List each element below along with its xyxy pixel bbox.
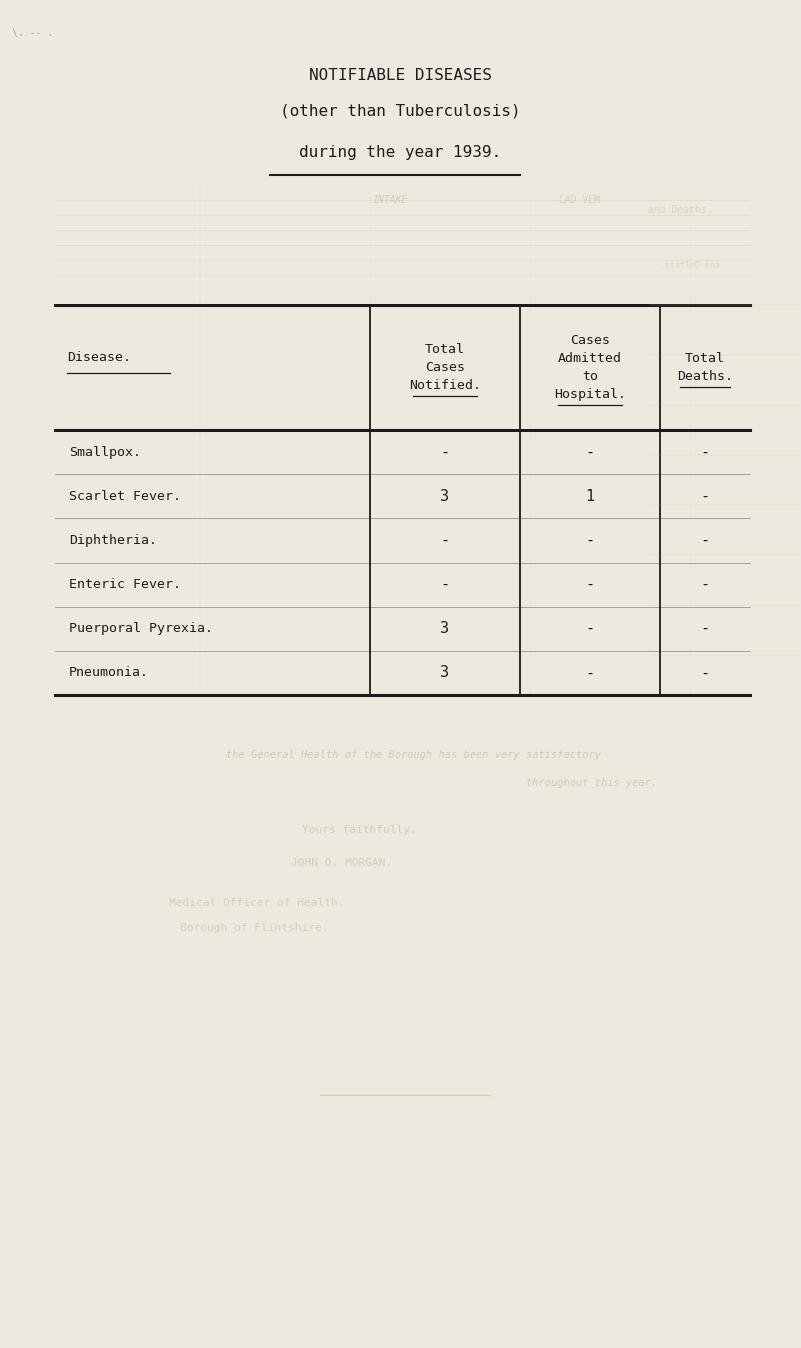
Text: during the year 1939.: during the year 1939. <box>300 146 501 160</box>
Text: -: - <box>586 621 594 636</box>
Text: (other than Tuberculosis): (other than Tuberculosis) <box>280 102 521 119</box>
Text: Borough of Flintshire.: Borough of Flintshire. <box>180 923 328 933</box>
Text: Enteric Fever.: Enteric Fever. <box>69 578 181 590</box>
Text: Puerporal Pyrexia.: Puerporal Pyrexia. <box>69 623 213 635</box>
Text: -: - <box>586 577 594 592</box>
Text: 1: 1 <box>586 489 594 504</box>
Text: -: - <box>700 577 710 592</box>
Text: -: - <box>700 445 710 460</box>
Text: Cases: Cases <box>425 361 465 373</box>
Text: Cases: Cases <box>570 334 610 346</box>
Text: -: - <box>586 532 594 547</box>
Text: Scarlet Fever.: Scarlet Fever. <box>69 489 181 503</box>
Text: -: - <box>586 445 594 460</box>
Text: 3: 3 <box>441 621 449 636</box>
Text: JOHN O. MORGAN.: JOHN O. MORGAN. <box>292 857 392 868</box>
Text: Notified.: Notified. <box>409 379 481 392</box>
Text: Disease.: Disease. <box>67 350 131 364</box>
Text: Diphtheria.: Diphtheria. <box>69 534 157 547</box>
Text: -: - <box>700 666 710 681</box>
Text: Total: Total <box>685 352 725 365</box>
Text: Smallpox.: Smallpox. <box>69 446 141 458</box>
Text: NOTIFIABLE DISEASES: NOTIFIABLE DISEASES <box>309 67 492 84</box>
Text: -: - <box>586 666 594 681</box>
Text: .etatleD bna: .etatleD bna <box>660 260 720 270</box>
Text: Hospital.: Hospital. <box>554 388 626 400</box>
Text: -: - <box>441 445 449 460</box>
Text: -: - <box>700 621 710 636</box>
Text: the General Health of the Borough has been very satisfactory: the General Health of the Borough has be… <box>226 749 601 760</box>
Text: -: - <box>441 577 449 592</box>
Text: Admitted: Admitted <box>558 352 622 365</box>
Text: to: to <box>582 369 598 383</box>
Text: Pneumonia.: Pneumonia. <box>69 666 149 679</box>
Text: -: - <box>700 532 710 547</box>
Text: -: - <box>441 532 449 547</box>
Text: -: - <box>700 489 710 504</box>
Text: Total: Total <box>425 342 465 356</box>
Text: Deaths.: Deaths. <box>677 369 733 383</box>
Text: Yours faithfully,: Yours faithfully, <box>302 825 417 834</box>
Text: INTAKE: INTAKE <box>372 195 408 205</box>
Text: Medical Officer of Health.: Medical Officer of Health. <box>169 898 344 909</box>
Text: 3: 3 <box>441 489 449 504</box>
Text: \. -- .: \. -- . <box>12 28 53 38</box>
Text: and Deaths.: and Deaths. <box>648 205 712 214</box>
Text: 3: 3 <box>441 666 449 681</box>
Text: throughout this year.: throughout this year. <box>525 778 657 789</box>
Text: CAD VEM: CAD VEM <box>559 195 601 205</box>
